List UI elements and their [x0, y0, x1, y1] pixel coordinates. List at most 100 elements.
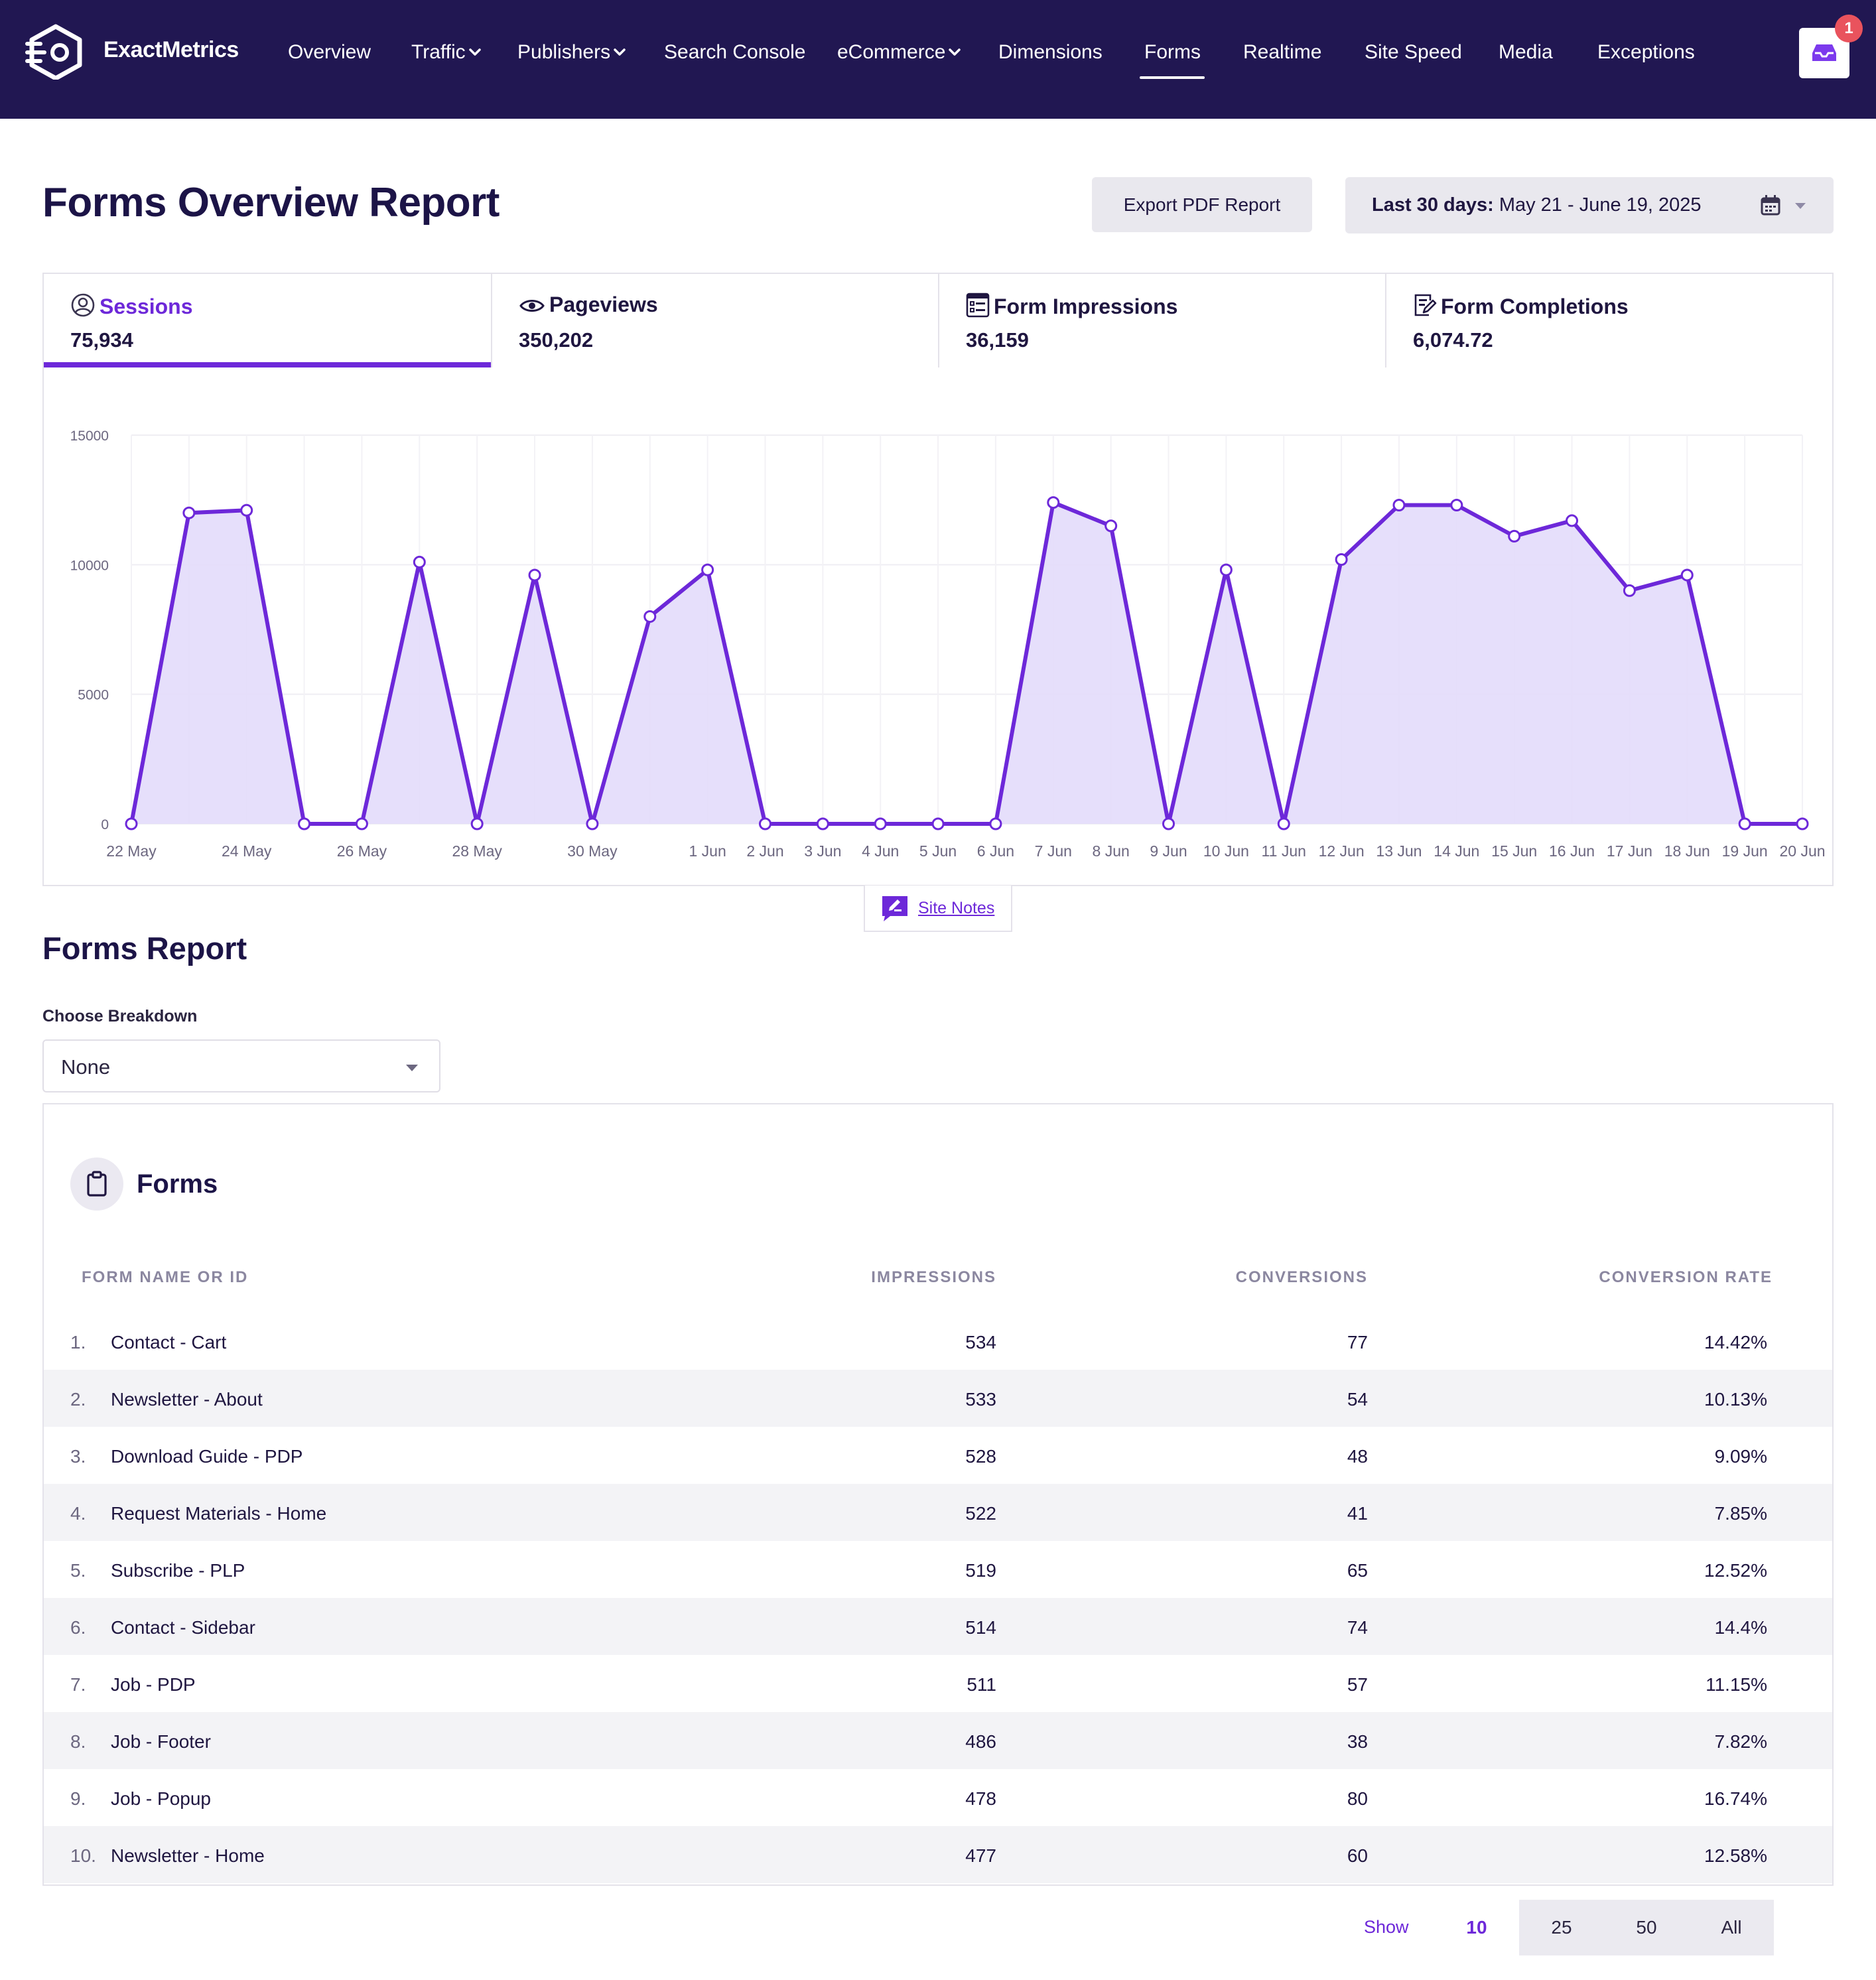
table-row[interactable]: 6. Contact - Sidebar 514 74 14.4% — [44, 1598, 1832, 1655]
x-tick-label: 14 Jun — [1434, 842, 1479, 860]
x-tick-label: 15 Jun — [1491, 842, 1537, 860]
data-point — [1680, 568, 1694, 582]
form-name: Download Guide - PDP — [111, 1446, 303, 1467]
eye-icon — [519, 300, 545, 312]
pager-option-25[interactable]: 25 — [1519, 1900, 1604, 1955]
table-row[interactable]: 7. Job - PDP 511 57 11.15% — [44, 1655, 1832, 1712]
notifications-badge: 1 — [1835, 15, 1863, 42]
page-title: Forms Overview Report — [42, 180, 500, 226]
column-header-form-name[interactable]: FORM NAME OR ID — [82, 1268, 249, 1286]
table-row[interactable]: 1. Contact - Cart 534 77 14.42% — [44, 1313, 1832, 1370]
metric-label-text: Pageviews — [549, 293, 658, 316]
conversion-rate-value: 14.4% — [1714, 1617, 1767, 1638]
nav-item-forms[interactable]: Forms — [1144, 41, 1201, 64]
metric-label-text: Form Impressions — [994, 295, 1178, 318]
data-point — [1796, 817, 1809, 830]
conversions-value: 38 — [1347, 1731, 1368, 1752]
nav-item-dimensions[interactable]: Dimensions — [998, 41, 1103, 64]
row-number: 8. — [70, 1731, 86, 1752]
table-row[interactable]: 9. Job - Popup 478 80 16.74% — [44, 1769, 1832, 1826]
nav-item-media[interactable]: Media — [1499, 41, 1553, 64]
sessions-area-chart[interactable]: 0 5000 10000 15000 22 May 24 May 26 May 28 May 3… — [44, 367, 1832, 885]
conversion-rate-value: 14.42% — [1704, 1332, 1767, 1353]
tab-form-impressions[interactable]: Form Impressions 36,159 — [938, 274, 1385, 367]
pager-option-all[interactable]: All — [1689, 1900, 1774, 1955]
tab-sessions[interactable]: Sessions 75,934 — [44, 274, 491, 367]
table-row[interactable]: 8. Job - Footer 486 38 7.82% — [44, 1712, 1832, 1769]
data-point — [355, 817, 368, 830]
site-notes-button[interactable]: Site Notes — [864, 886, 1012, 932]
conversions-value: 41 — [1347, 1503, 1368, 1524]
x-tick-label: 18 Jun — [1664, 842, 1710, 860]
data-point — [1508, 529, 1521, 543]
impressions-value: 519 — [965, 1560, 996, 1581]
conversion-rate-value: 12.52% — [1704, 1560, 1767, 1581]
data-point — [586, 817, 599, 830]
conversions-value: 80 — [1347, 1788, 1368, 1809]
data-point — [182, 506, 196, 519]
row-number: 1. — [70, 1332, 86, 1353]
table-row[interactable]: 4. Request Materials - Home 522 41 7.85% — [44, 1484, 1832, 1541]
nav-item-publishers[interactable]: Publishers — [517, 41, 626, 64]
conversion-rate-value: 7.85% — [1714, 1503, 1767, 1524]
nav-item-label: Forms — [1144, 41, 1201, 63]
table-row[interactable]: 5. Subscribe - PLP 519 65 12.52% — [44, 1541, 1832, 1598]
x-tick-label: 19 Jun — [1722, 842, 1768, 860]
x-tick-label: 17 Jun — [1607, 842, 1652, 860]
x-tick-label: 22 May — [106, 842, 157, 860]
active-tab-indicator — [44, 362, 491, 367]
nav-item-ecommerce[interactable]: eCommerce — [837, 41, 961, 64]
conversion-rate-value: 9.09% — [1714, 1446, 1767, 1467]
x-tick-label: 4 Jun — [862, 842, 899, 860]
date-range-picker[interactable]: Last 30 days: May 21 - June 19, 2025 — [1345, 177, 1834, 233]
table-row[interactable]: 3. Download Guide - PDP 528 48 9.09% — [44, 1427, 1832, 1484]
data-point — [1047, 496, 1060, 509]
data-point — [989, 817, 1002, 830]
conversion-rate-value: 10.13% — [1704, 1389, 1767, 1410]
data-point — [874, 817, 887, 830]
data-point — [240, 503, 253, 517]
sessions-area-fill — [131, 502, 1802, 824]
y-tick-label: 0 — [101, 817, 109, 832]
metric-tabs: Sessions 75,934 Pageviews 350,202 — [42, 273, 1834, 369]
brand-name[interactable]: ExactMetrics — [103, 37, 239, 62]
form-list-icon — [966, 293, 990, 318]
conversions-value: 74 — [1347, 1617, 1368, 1638]
data-point — [1105, 519, 1118, 533]
form-name: Newsletter - Home — [111, 1845, 265, 1866]
table-row[interactable]: 2. Newsletter - About 533 54 10.13% — [44, 1370, 1832, 1427]
nav-item-overview[interactable]: Overview — [288, 41, 371, 64]
column-header-conversions[interactable]: CONVERSIONS — [1235, 1268, 1368, 1286]
pager-option-10[interactable]: 10 — [1434, 1900, 1519, 1955]
inbox-icon — [1812, 44, 1836, 61]
impressions-value: 534 — [965, 1332, 996, 1353]
x-tick-label: 16 Jun — [1549, 842, 1595, 860]
nav-item-site-speed[interactable]: Site Speed — [1365, 41, 1462, 64]
impressions-value: 478 — [965, 1788, 996, 1809]
nav-item-realtime[interactable]: Realtime — [1243, 41, 1321, 64]
column-header-impressions[interactable]: IMPRESSIONS — [871, 1268, 996, 1286]
impressions-value: 514 — [965, 1617, 996, 1638]
chevron-down-icon[interactable] — [1795, 203, 1806, 209]
x-tick-label: 5 Jun — [919, 842, 957, 860]
data-point — [1738, 817, 1751, 830]
date-range-value: May 21 - June 19, 2025 — [1499, 194, 1702, 216]
metric-label: Pageviews — [519, 293, 658, 317]
data-point — [413, 555, 426, 568]
nav-item-exceptions[interactable]: Exceptions — [1597, 41, 1695, 64]
exactmetrics-logo-icon[interactable] — [25, 24, 86, 80]
tab-pageviews[interactable]: Pageviews 350,202 — [491, 274, 938, 367]
nav-item-search-console[interactable]: Search Console — [664, 41, 805, 64]
nav-item-traffic[interactable]: Traffic — [411, 41, 482, 64]
table-row[interactable]: 10. Newsletter - Home 477 60 12.58% — [44, 1826, 1832, 1883]
column-header-conversion-rate[interactable]: CONVERSION RATE — [1599, 1268, 1773, 1286]
pager-option-50[interactable]: 50 — [1604, 1900, 1689, 1955]
impressions-value: 511 — [967, 1674, 996, 1695]
x-tick-label: 9 Jun — [1150, 842, 1187, 860]
x-tick-label: 26 May — [337, 842, 387, 860]
tab-form-completions[interactable]: Form Completions 6,074.72 — [1385, 274, 1832, 367]
forms-table-card: Forms FORM NAME OR ID IMPRESSIONS CONVER… — [42, 1103, 1834, 1886]
breakdown-select[interactable]: None — [42, 1039, 440, 1092]
nav-item-label: Site Speed — [1365, 41, 1462, 63]
export-pdf-button[interactable]: Export PDF Report — [1092, 177, 1312, 232]
